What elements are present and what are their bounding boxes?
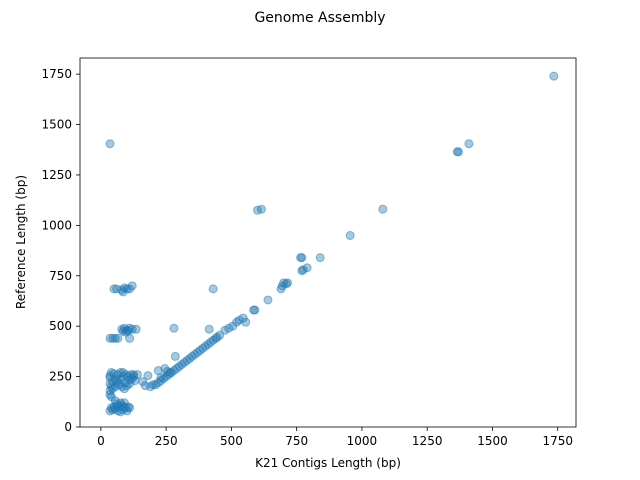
y-tick-label: 1750 bbox=[41, 67, 72, 81]
data-point bbox=[345, 230, 355, 240]
data-point bbox=[165, 368, 175, 378]
data-point bbox=[106, 403, 116, 413]
data-point bbox=[125, 379, 135, 389]
data-point bbox=[169, 323, 179, 333]
y-tick-label: 1000 bbox=[41, 218, 72, 232]
x-tick-label: 1500 bbox=[477, 434, 508, 448]
x-tick-label: 1000 bbox=[347, 434, 378, 448]
data-point bbox=[108, 384, 118, 394]
data-point bbox=[106, 368, 116, 378]
x-axis-ticks: 0 250 500 750 1000 1250 1500 1750 bbox=[97, 427, 573, 448]
points-layer bbox=[105, 71, 559, 417]
data-point bbox=[113, 333, 123, 343]
data-point bbox=[123, 372, 133, 382]
chart-title: Genome Assembly bbox=[254, 10, 385, 26]
data-point bbox=[110, 396, 120, 406]
x-tick-label: 0 bbox=[97, 434, 105, 448]
data-point bbox=[315, 253, 325, 263]
y-tick-label: 750 bbox=[49, 269, 72, 283]
data-point bbox=[464, 139, 474, 149]
data-point bbox=[208, 284, 218, 294]
y-tick-label: 250 bbox=[49, 370, 72, 384]
x-tick-label: 500 bbox=[220, 434, 243, 448]
x-tick-label: 750 bbox=[285, 434, 308, 448]
data-point bbox=[263, 295, 273, 305]
y-tick-label: 500 bbox=[49, 319, 72, 333]
data-point bbox=[143, 371, 153, 381]
data-point bbox=[125, 403, 135, 413]
data-point bbox=[276, 284, 286, 294]
data-point bbox=[298, 265, 308, 275]
data-point bbox=[105, 139, 115, 149]
y-axis-ticks: 0 250 500 750 1000 1250 1500 1750 bbox=[41, 67, 80, 434]
data-point bbox=[378, 204, 388, 214]
y-tick-label: 0 bbox=[64, 420, 72, 434]
y-tick-label: 1250 bbox=[41, 168, 72, 182]
data-point bbox=[151, 380, 161, 390]
plot-frame bbox=[79, 57, 577, 428]
data-point bbox=[156, 373, 166, 383]
data-point bbox=[170, 351, 180, 361]
data-point bbox=[127, 281, 137, 291]
x-tick-label: 250 bbox=[155, 434, 178, 448]
data-point bbox=[130, 376, 140, 386]
data-point bbox=[118, 402, 128, 412]
data-point bbox=[131, 324, 141, 334]
data-point bbox=[118, 287, 128, 297]
data-point bbox=[123, 326, 133, 336]
x-tick-label: 1750 bbox=[542, 434, 573, 448]
data-point bbox=[110, 333, 120, 343]
x-tick-label: 1250 bbox=[412, 434, 443, 448]
y-tick-label: 1500 bbox=[41, 118, 72, 132]
data-point bbox=[256, 204, 266, 214]
x-axis-label: K21 Contigs Length (bp) bbox=[255, 456, 401, 470]
data-point bbox=[549, 71, 559, 81]
data-point bbox=[204, 324, 214, 334]
data-point bbox=[297, 253, 307, 263]
y-axis-label: Reference Length (bp) bbox=[14, 175, 28, 309]
data-point bbox=[454, 147, 464, 157]
data-point bbox=[249, 305, 259, 315]
